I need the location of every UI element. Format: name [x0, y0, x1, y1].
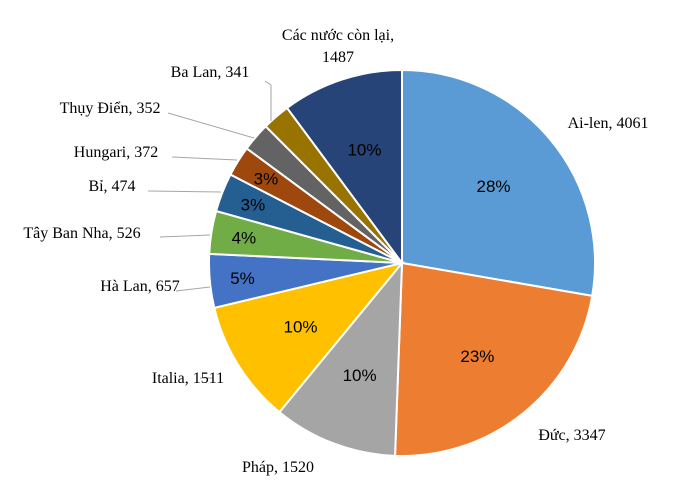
slice-percent-label: 10%	[284, 317, 318, 336]
slice-percent-label: 5%	[230, 269, 255, 288]
slice-category-label: Hungari, 372	[74, 144, 158, 161]
pie-slice	[394, 261, 594, 457]
leader-line	[175, 286, 211, 292]
slice-percent-label: 4%	[232, 228, 257, 247]
slice-percent-label: 3%	[241, 195, 266, 214]
slice-category-label: Hà Lan, 657	[100, 278, 180, 295]
leader-line	[167, 112, 255, 139]
slice-category-label: Bỉ, 474	[88, 178, 135, 195]
leader-line	[264, 80, 272, 121]
percent-labels: 28% 23% 10% 10% 5% 4% 3% 3% 10%	[230, 140, 510, 385]
leader-lines	[147, 80, 272, 379]
slice-category-label: Ai-len, 4061	[568, 115, 649, 132]
leader-line	[159, 234, 211, 238]
pie-slice	[213, 261, 405, 414]
pie-slice	[285, 68, 403, 267]
leader-line	[147, 190, 222, 193]
pie-slice	[401, 68, 596, 298]
slice-percent-label: 23%	[460, 347, 494, 366]
slice-percent-label: 28%	[477, 177, 511, 196]
pie-slices	[208, 68, 596, 457]
slice-percent-label: 10%	[347, 140, 381, 159]
leader-line	[171, 156, 238, 161]
slice-category-label: Đức, 3347	[538, 427, 605, 444]
slice-category-label: Ba Lan, 341	[171, 64, 250, 81]
category-labels: Ai-len, 4061 Đức, 3347 Pháp, 1520 Italia, 1…	[23, 27, 648, 476]
slice-percent-label: 3%	[254, 169, 279, 188]
slice-category-label: Pháp, 1520	[242, 459, 314, 476]
pie-slice	[278, 260, 404, 457]
slice-category-label: Các nước còn lại, 1487	[282, 27, 394, 66]
slice-category-label: Italia, 1511	[152, 370, 224, 387]
slice-percent-label: 10%	[343, 366, 377, 385]
slice-category-label: Thụy Điển, 352	[60, 100, 161, 117]
slice-category-label: Tây Ban Nha, 526	[23, 225, 140, 242]
